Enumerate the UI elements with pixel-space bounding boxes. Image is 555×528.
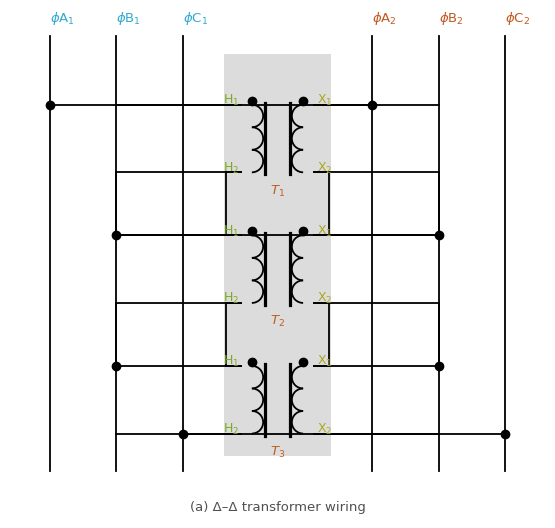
Text: H$_2$: H$_2$ [223,291,239,306]
Text: X$_1$: X$_1$ [317,224,332,239]
Text: X$_1$: X$_1$ [317,354,332,370]
Text: T$_1$: T$_1$ [270,184,285,199]
Text: H$_1$: H$_1$ [223,93,239,108]
Text: T$_2$: T$_2$ [270,314,285,329]
Text: H$_2$: H$_2$ [223,161,239,176]
Text: X$_2$: X$_2$ [317,291,332,306]
Text: $\phi$C$_2$: $\phi$C$_2$ [506,11,531,27]
Text: $\phi$B$_1$: $\phi$B$_1$ [116,11,141,27]
Text: H$_1$: H$_1$ [223,224,239,239]
Text: H$_1$: H$_1$ [223,354,239,370]
Text: H$_2$: H$_2$ [223,422,239,437]
Text: T$_3$: T$_3$ [270,445,285,460]
Text: $\phi$A$_2$: $\phi$A$_2$ [372,11,397,27]
Text: $\phi$C$_1$: $\phi$C$_1$ [183,11,208,27]
Text: X$_1$: X$_1$ [317,93,332,108]
FancyBboxPatch shape [224,54,331,456]
Text: X$_2$: X$_2$ [317,161,332,176]
Text: X$_2$: X$_2$ [317,422,332,437]
Text: $\phi$A$_1$: $\phi$A$_1$ [49,11,74,27]
Text: (a) Δ–Δ transformer wiring: (a) Δ–Δ transformer wiring [190,501,365,514]
Text: $\phi$B$_2$: $\phi$B$_2$ [439,11,463,27]
